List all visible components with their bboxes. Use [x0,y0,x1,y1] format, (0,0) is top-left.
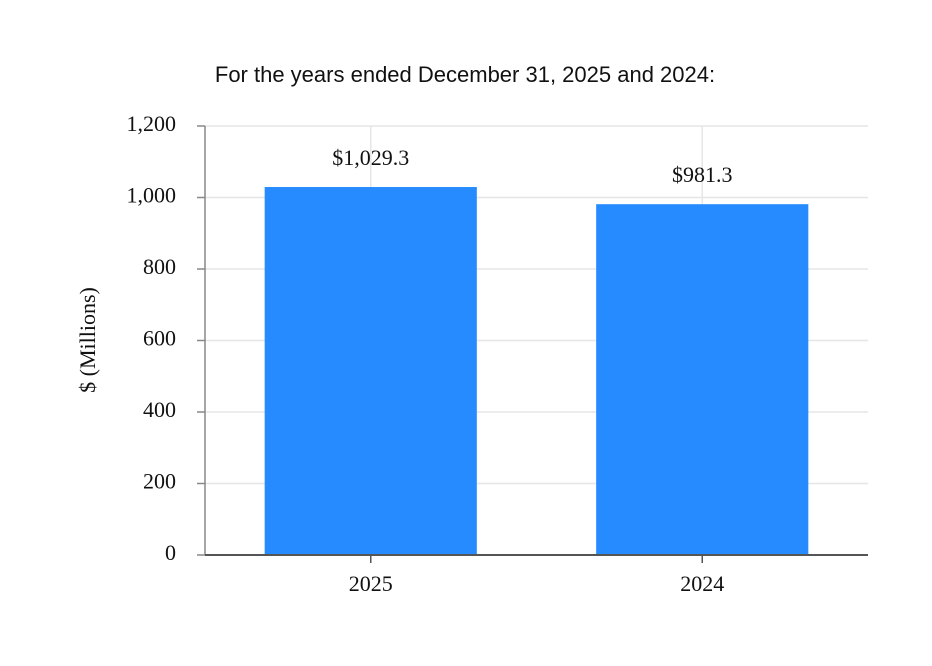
data-label: $1,029.3 [332,145,409,170]
y-tick-label: 400 [143,397,176,422]
data-label: $981.3 [672,162,733,187]
y-tick-label: 0 [165,540,176,565]
y-tick-label: 1,200 [127,111,177,136]
chart-title: For the years ended December 31, 2025 an… [215,62,715,87]
y-tick-label: 200 [143,469,176,494]
y-tick-label: 800 [143,254,176,279]
x-tick-label: 2025 [349,571,393,596]
y-tick-label: 600 [143,326,176,351]
y-tick-label: 1,000 [127,183,177,208]
bar [596,204,809,556]
bar [264,187,477,555]
y-axis-label: $ (Millions) [75,287,100,393]
x-tick-label: 2024 [680,571,724,596]
